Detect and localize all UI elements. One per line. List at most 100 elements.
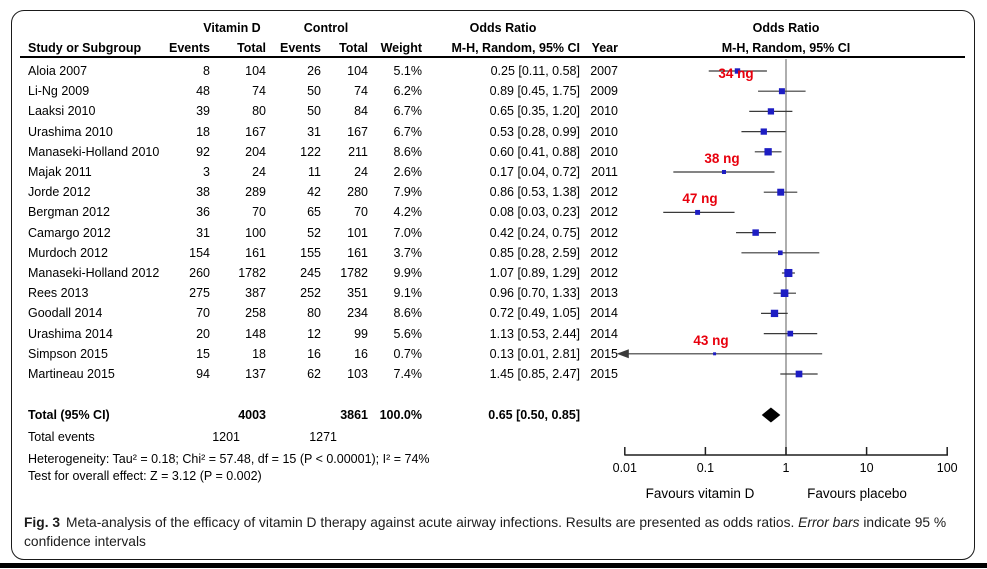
weight: 8.6% [393, 306, 423, 321]
figure-caption-text-after: indicate 95 % confidence intervals [24, 515, 947, 549]
vd-total: 148 [245, 326, 266, 341]
control-total: 211 [348, 144, 368, 159]
control-total: 1782 [340, 266, 368, 280]
point-estimate-marker [764, 148, 772, 156]
study-name: Laaksi 2010 [28, 104, 96, 119]
column-group-odds-ratio: Odds Ratio [469, 21, 537, 35]
year: 2015 [590, 346, 618, 361]
weight: 7.4% [393, 367, 423, 381]
control-events: 155 [300, 245, 321, 260]
vd-events: 275 [189, 286, 210, 301]
weight: 8.6% [393, 144, 423, 159]
control-events: 62 [307, 367, 321, 381]
x-axis-tick-label: 10 [859, 461, 874, 475]
dose-annotation: 47 ng [682, 191, 718, 207]
column-header-vd-total: Total [237, 41, 266, 55]
control-total: 24 [354, 165, 368, 179]
year: 2010 [590, 144, 618, 159]
point-estimate-marker [777, 250, 783, 256]
point-estimate-marker [770, 309, 779, 318]
vd-total: 289 [245, 185, 266, 200]
study-name: Aloia 2007 [28, 64, 88, 78]
point-estimate-marker [713, 352, 717, 356]
control-total: 104 [347, 64, 368, 78]
study-name: Li-Ng 2009 [28, 84, 90, 99]
vd-total: 104 [245, 64, 266, 78]
odds-ratio-ci: 0.25 [0.11, 0.58] [490, 64, 580, 78]
vd-total: 80 [252, 104, 266, 119]
control-total: 234 [347, 306, 368, 321]
odds-ratio-ci: 0.85 [0.28, 2.59] [489, 245, 580, 260]
x-axis-tick-label: 0.1 [696, 461, 715, 475]
year: 2010 [590, 104, 618, 119]
figure-caption-italic: Error bars [798, 515, 860, 530]
control-events: 80 [307, 306, 321, 321]
column-header-study: Study or Subgroup [28, 41, 142, 55]
study-name: Urashima 2014 [28, 326, 113, 341]
overall-effect-test: Test for overall effect: Z = 3.12 (P = 0… [28, 469, 262, 483]
vd-events: 20 [196, 326, 210, 341]
total-events-control: 1271 [309, 430, 337, 444]
point-estimate-marker [760, 128, 767, 135]
column-header-mh-random-ci: M-H, Random, 95% CI [451, 41, 581, 55]
control-total: 103 [347, 367, 368, 381]
vd-total: 161 [245, 245, 266, 260]
figure-caption-label: Fig. 3 [24, 515, 61, 530]
odds-ratio-ci: 1.45 [0.85, 2.47] [489, 367, 580, 381]
odds-ratio-ci: 0.42 [0.24, 0.75] [489, 225, 580, 240]
point-estimate-marker [752, 229, 759, 236]
weight: 5.6% [393, 326, 423, 341]
study-name: Majak 2011 [28, 165, 92, 179]
vd-total: 137 [245, 367, 266, 381]
total-events-label: Total events [28, 430, 95, 444]
point-estimate-marker [777, 188, 785, 196]
control-total: 280 [347, 185, 368, 200]
weight: 3.7% [393, 245, 423, 260]
total-odds-ratio: 0.65 [0.50, 0.85] [488, 408, 580, 422]
vd-events: 18 [196, 124, 210, 139]
weight: 4.2% [393, 205, 423, 220]
point-estimate-marker [784, 268, 793, 278]
x-axis-tick-label: 0.01 [612, 461, 637, 475]
year: 2012 [590, 266, 618, 280]
point-estimate-marker [778, 88, 785, 95]
study-name: Bergman 2012 [28, 205, 111, 220]
study-name: Camargo 2012 [28, 225, 111, 240]
control-total: 70 [354, 205, 368, 220]
point-estimate-marker [721, 169, 726, 175]
vd-events: 92 [196, 144, 210, 159]
control-events: 50 [307, 104, 321, 119]
vd-events: 31 [196, 225, 210, 240]
weight: 6.7% [393, 124, 423, 139]
study-name: Martineau 2015 [28, 367, 115, 381]
x-axis-tick-label: 1 [782, 461, 790, 475]
control-events: 245 [300, 266, 321, 280]
vd-events: 8 [203, 64, 210, 78]
control-events: 11 [308, 165, 321, 179]
year: 2009 [590, 84, 618, 99]
odds-ratio-ci: 1.07 [0.89, 1.29] [489, 266, 580, 280]
point-estimate-marker [780, 289, 789, 298]
vd-events: 38 [196, 185, 210, 200]
vd-events: 260 [189, 266, 210, 280]
plot-subtitle-mh-random-ci: M-H, Random, 95% CI [721, 41, 851, 55]
control-events: 50 [307, 84, 321, 99]
study-name: Simpson 2015 [28, 346, 108, 361]
point-estimate-marker [787, 330, 794, 337]
column-header-control-events: Events [280, 41, 321, 55]
control-events: 52 [307, 225, 321, 240]
favours-placebo-label: Favours placebo [807, 486, 907, 501]
vd-total: 18 [252, 346, 266, 361]
control-total: 351 [347, 286, 368, 301]
total-row-label: Total (95% CI) [28, 408, 110, 422]
column-group-vitamin-d: Vitamin D [203, 21, 261, 35]
odds-ratio-ci: 0.72 [0.49, 1.05] [489, 306, 580, 321]
control-events: 252 [300, 286, 321, 301]
total-events-vd: 1201 [212, 430, 240, 444]
study-name: Manaseki-Holland 2010 [28, 144, 160, 159]
x-axis-tick-label: 100 [936, 461, 958, 475]
year: 2012 [590, 185, 618, 200]
weight: 5.1% [393, 64, 423, 78]
column-header-vd-events: Events [169, 41, 210, 55]
